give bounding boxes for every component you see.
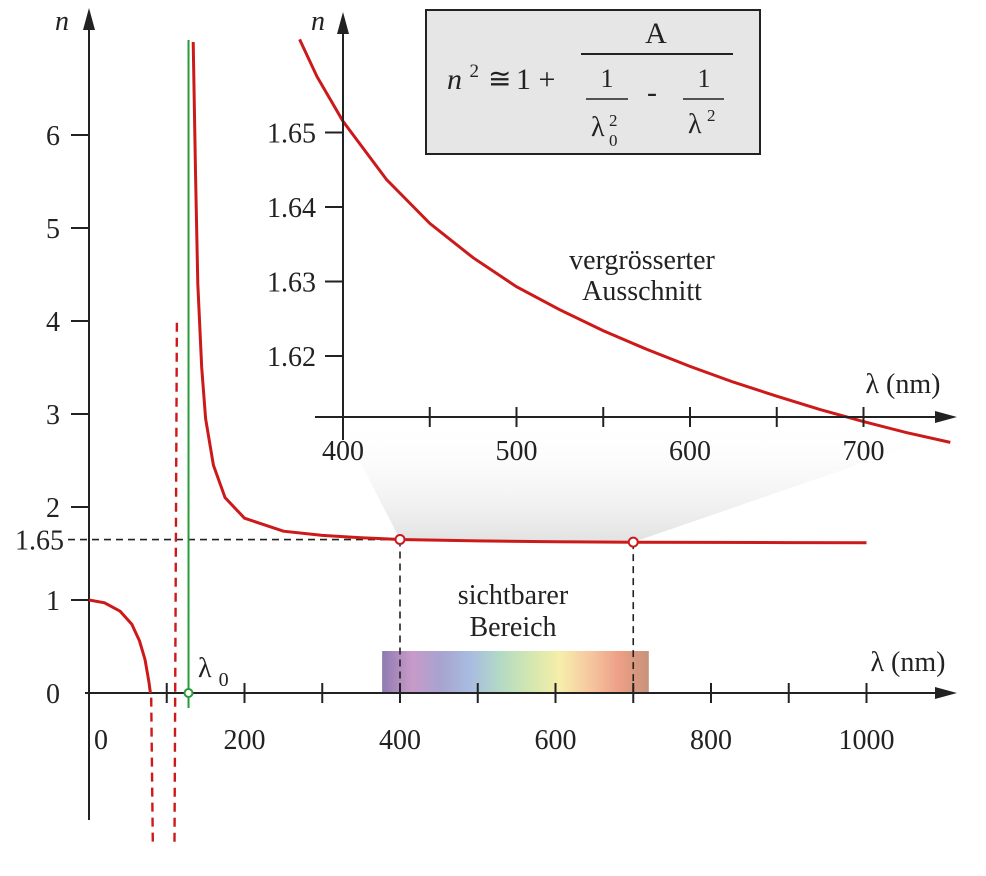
formula-frac2-sup: 2 [707, 106, 716, 125]
main-y-tick-label: 2 [46, 493, 60, 524]
formula-frac2-denominator: λ [688, 109, 702, 140]
marked-point [629, 538, 638, 547]
main-y-tick-label: 1 [46, 586, 60, 617]
formula-one-plus: 1 + [516, 63, 555, 96]
main-y-tick-label: 4 [46, 307, 60, 338]
inset-x-tick-label: 400 [322, 436, 364, 467]
curve-above-resonance-imaginary [175, 321, 177, 842]
main-y-axis-label: n [55, 6, 69, 37]
formula-frac1-numerator: 1 [601, 64, 614, 93]
formula-numerator: A [645, 17, 667, 50]
inset-y-tick-label: 1.64 [267, 193, 316, 224]
inset-y-tick-label: 1.65 [267, 119, 316, 150]
main-y-tick-label: 3 [46, 400, 60, 431]
zoom-funnel [337, 417, 986, 542]
resonance-label: λ 0 [198, 653, 229, 691]
formula-frac1-sup: 2 [609, 111, 618, 130]
inset-y-axis-arrow [337, 12, 349, 34]
main-y-tick-label: 0 [46, 679, 60, 710]
inset-title-line2: Ausschnitt [582, 276, 702, 307]
visible-range-label-line1: sichtbarer [458, 580, 569, 611]
main-x-tick-label: 600 [535, 725, 577, 756]
main-x-axis-label: λ (nm) [870, 647, 945, 678]
main-x-tick-label: 400 [379, 725, 421, 756]
inset-x-axis-label: λ (nm) [865, 369, 940, 400]
curve-below-resonance [89, 600, 150, 693]
formula-relation: ≅ [488, 64, 511, 95]
inset-x-tick-label: 700 [843, 436, 885, 467]
main-x-tick-label: 1000 [839, 725, 895, 756]
inset-y-ticks: 1.62 1.63 1.64 1.65 [267, 119, 343, 374]
formula-n-sup: 2 [470, 61, 480, 82]
main-x-tick-label: 800 [690, 725, 732, 756]
inset-y-tick-label: 1.63 [267, 268, 316, 299]
main-y-ticks: 0 1 1.652 3 4 5 6 [15, 121, 89, 710]
main-x-axis-arrow [935, 687, 957, 699]
formula-frac1-denominator: λ [591, 112, 605, 143]
formula-box: n 2 ≅ 1 + A 1 λ 2 0 - 1 λ 2 [426, 10, 760, 154]
formula-n: n [447, 63, 462, 96]
marked-point [396, 535, 405, 544]
formula-frac2-numerator: 1 [698, 64, 711, 93]
main-y-tick-label: 6 [46, 121, 60, 152]
inset-y-axis-label: n [311, 6, 325, 37]
curve-below-resonance-imaginary [151, 698, 153, 842]
main-x-tick-label: 0 [94, 725, 108, 756]
visible-spectrum-band [382, 651, 649, 693]
main-y-tick-label: 1.65 [15, 526, 64, 557]
formula-frac1-sub: 0 [609, 131, 618, 150]
main-x-tick-label: 200 [224, 725, 266, 756]
resonance-marker [185, 689, 193, 697]
inset-x-tick-label: 500 [496, 436, 538, 467]
inset-y-tick-label: 1.62 [267, 342, 316, 373]
visible-range-label-line2: Bereich [469, 612, 556, 643]
inset-title-line1: vergrösserter [569, 245, 715, 276]
inset-x-tick-label: 600 [669, 436, 711, 467]
formula-minus: - [647, 76, 657, 109]
main-y-tick-label: 5 [46, 214, 60, 245]
main-y-axis-arrow [83, 8, 95, 30]
